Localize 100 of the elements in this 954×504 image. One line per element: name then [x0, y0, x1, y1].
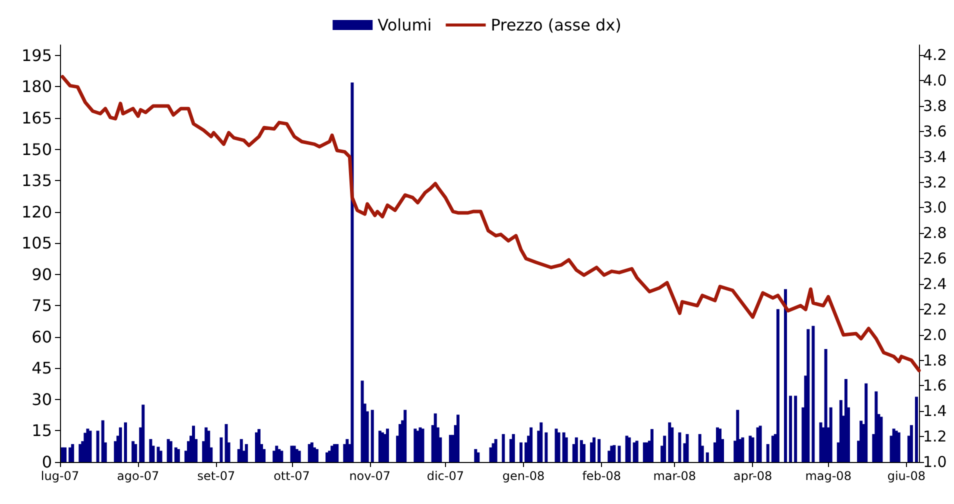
bar	[88, 430, 92, 462]
y2-tick-label: 2.0	[923, 326, 947, 344]
bar	[618, 446, 621, 462]
y-tick-label: 135	[21, 171, 52, 190]
x-tick-label: apr-08	[733, 469, 772, 483]
bar	[574, 437, 578, 462]
y2-tick-label: 2.8	[923, 224, 947, 242]
bar	[370, 410, 374, 462]
x-tick-label: dic-07	[426, 469, 464, 483]
bar	[864, 383, 868, 462]
y-tick-label: 105	[21, 234, 52, 253]
bar	[176, 449, 180, 462]
bar	[736, 410, 740, 462]
bar	[71, 444, 74, 462]
bar	[663, 436, 666, 462]
x-tick-label: lug-07	[40, 469, 80, 483]
y-tick-label: 45	[32, 358, 52, 378]
y-tick-label: 0	[42, 452, 52, 472]
x-tick-label: mar-08	[653, 469, 696, 483]
y2-tick-label: 3.0	[923, 198, 947, 217]
y2-tick-label: 1.8	[923, 351, 947, 370]
bar	[96, 430, 100, 462]
bar	[207, 430, 210, 462]
bar	[766, 444, 770, 462]
bar	[741, 437, 744, 462]
y2-tick-label: 4.2	[923, 46, 947, 64]
bar	[678, 432, 682, 462]
bar	[159, 450, 162, 462]
x-tick-label: mag-08	[805, 469, 852, 483]
bar	[456, 414, 460, 462]
y2-tick-label: 3.2	[923, 173, 947, 192]
bar	[142, 404, 145, 462]
bar	[751, 437, 754, 462]
bar	[220, 437, 223, 462]
bar	[192, 426, 196, 462]
x-tick-label: nov-07	[349, 469, 391, 483]
bar	[64, 447, 67, 462]
bar	[280, 450, 284, 462]
x-tick-label: giu-08	[887, 469, 926, 483]
bar	[494, 439, 498, 462]
bar	[910, 425, 913, 462]
legend-label: Volumi	[378, 16, 432, 34]
bar	[612, 445, 616, 462]
y-tick-label: 120	[21, 202, 52, 222]
bar	[706, 452, 709, 462]
bar	[824, 348, 828, 462]
bar	[758, 426, 762, 462]
y2-tick-label: 1.0	[923, 453, 947, 471]
bar	[592, 437, 596, 462]
bar	[336, 444, 339, 462]
bar	[776, 309, 780, 462]
bar	[169, 441, 172, 462]
bar	[897, 432, 900, 462]
bar	[244, 444, 248, 462]
bar	[789, 396, 792, 462]
y-tick-label: 15	[32, 421, 52, 440]
y-tick-label: 165	[21, 108, 52, 128]
bar	[557, 432, 560, 462]
y-tick-label: 195	[21, 46, 52, 65]
bar	[298, 450, 301, 462]
bar	[124, 422, 127, 462]
y-tick-label: 75	[32, 296, 52, 316]
bar	[118, 427, 122, 462]
y2-tick-label: 1.6	[923, 376, 947, 395]
y-tick-label: 90	[32, 264, 52, 284]
legend-label: Prezzo (asse dx)	[490, 16, 622, 34]
bar	[698, 434, 702, 462]
x-tick-label: ott-07	[274, 469, 310, 483]
bar	[476, 452, 480, 462]
bar	[794, 396, 798, 462]
x-tick-label: ago-07	[117, 469, 160, 483]
bar	[156, 446, 160, 462]
bar	[880, 416, 883, 462]
bar	[134, 444, 138, 462]
bar	[224, 424, 228, 462]
bar	[829, 407, 832, 462]
x-tick-label: set-07	[197, 469, 236, 483]
y2-tick-label: 2.4	[923, 275, 947, 294]
bar	[421, 428, 424, 462]
bar	[404, 410, 407, 462]
bar	[784, 289, 787, 462]
y2-tick-label: 1.4	[923, 402, 947, 420]
bar	[502, 434, 505, 462]
bar	[598, 439, 601, 462]
bar	[686, 434, 689, 462]
x-tick-label: feb-08	[582, 469, 622, 483]
x-tick-label: gen-08	[502, 469, 545, 483]
bar	[544, 432, 548, 462]
bar	[806, 329, 810, 462]
y-tick-label: 150	[21, 140, 52, 159]
y-tick-label: 60	[32, 327, 52, 346]
y-tick-label: 180	[21, 77, 52, 96]
y2-tick-label: 3.4	[923, 148, 947, 166]
bar	[650, 429, 654, 462]
line-series	[60, 75, 921, 372]
bar	[812, 326, 815, 462]
bar	[530, 427, 533, 462]
bar	[582, 444, 586, 462]
bar	[914, 396, 918, 462]
y2-tick-label: 2.6	[923, 250, 947, 268]
